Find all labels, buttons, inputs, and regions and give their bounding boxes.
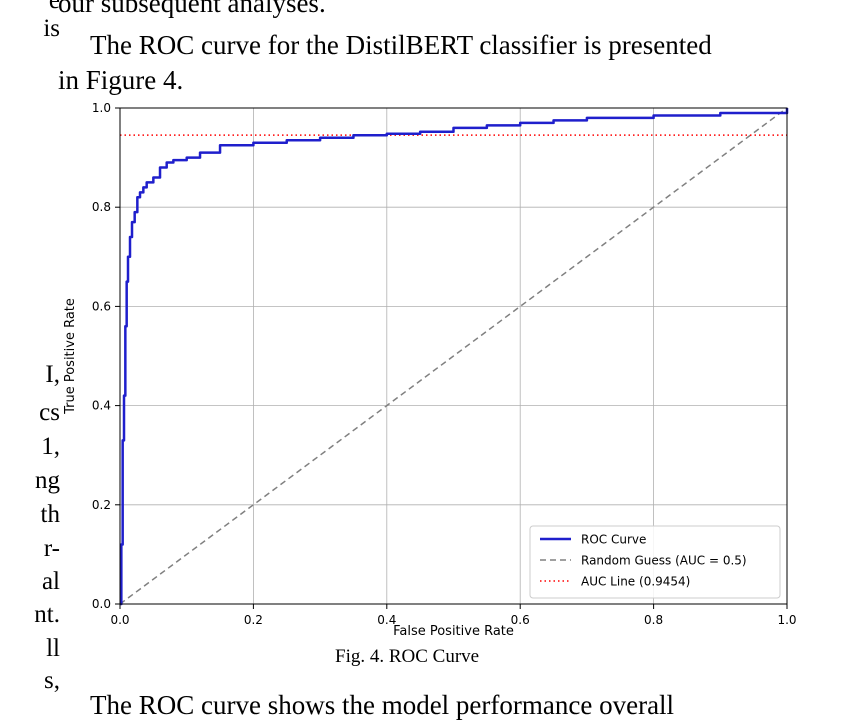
legend-box: [529, 525, 781, 599]
left-column-fragment: s,: [44, 667, 60, 694]
series: [119, 107, 789, 606]
x-axis-label: False Positive Rate: [393, 624, 514, 639]
x-tick-label: 0.2: [244, 613, 263, 627]
x-tick-label: 0.4: [377, 613, 396, 627]
legend-label-auc: AUC Line (0.9454): [581, 575, 690, 589]
y-tick-label: 0.8: [92, 200, 111, 214]
x-tick-label: 0.0: [110, 613, 129, 627]
y-tick-label: 0.4: [92, 399, 111, 413]
ticks: 0.0 0.2 0.4 0.6 0.8 1.0 0.0 0.2 0.4 0.6 0.8 1.0: [92, 101, 797, 627]
x-tick-label: 1.0: [777, 613, 796, 627]
legend-label-roc: ROC Curve: [581, 533, 646, 547]
y-tick-label: 0.0: [92, 597, 111, 611]
left-column-fragment: e: [48, 0, 60, 14]
left-column-fragment: I,: [45, 361, 60, 388]
legend-label-random: Random Guess (AUC = 0.5): [581, 554, 747, 568]
series-line-roc-curve: [120, 108, 789, 606]
series-line-random-guess-auc-0-5: [119, 107, 788, 605]
intro-line-2: in Figure 4.: [58, 65, 184, 95]
y-tick-label: 0.6: [92, 299, 111, 313]
left-column-fragment: cs: [39, 399, 60, 426]
bottom-line: The ROC curve shows the model performanc…: [90, 690, 675, 720]
figure-caption: Fig. 4. ROC Curve: [335, 646, 480, 667]
y-tick-label: 1.0: [92, 101, 111, 115]
plot-frame: [119, 107, 788, 605]
left-column-fragment: th: [40, 501, 60, 528]
legend: ROC Curve Random Guess (AUC = 0.5) AUC L…: [529, 525, 781, 599]
top-line: our subsequent analyses.: [58, 0, 326, 18]
x-tick-label: 0.8: [644, 613, 663, 627]
left-column-fragment: 1,: [41, 433, 60, 460]
y-axis-label: True Positive Rate: [63, 298, 78, 415]
left-column-fragment: nt.: [34, 601, 60, 628]
y-tick-label: 0.2: [92, 498, 111, 512]
left-column-fragment: is: [43, 15, 60, 42]
intro-line-1: The ROC curve for the DistilBERT classif…: [90, 30, 712, 60]
left-column-fragment: al: [41, 568, 60, 595]
left-column-fragment: r-: [43, 535, 60, 562]
x-tick-label: 0.6: [511, 613, 530, 627]
left-column-fragment: ng: [35, 467, 60, 494]
left-column-fragment: ll: [46, 635, 60, 662]
